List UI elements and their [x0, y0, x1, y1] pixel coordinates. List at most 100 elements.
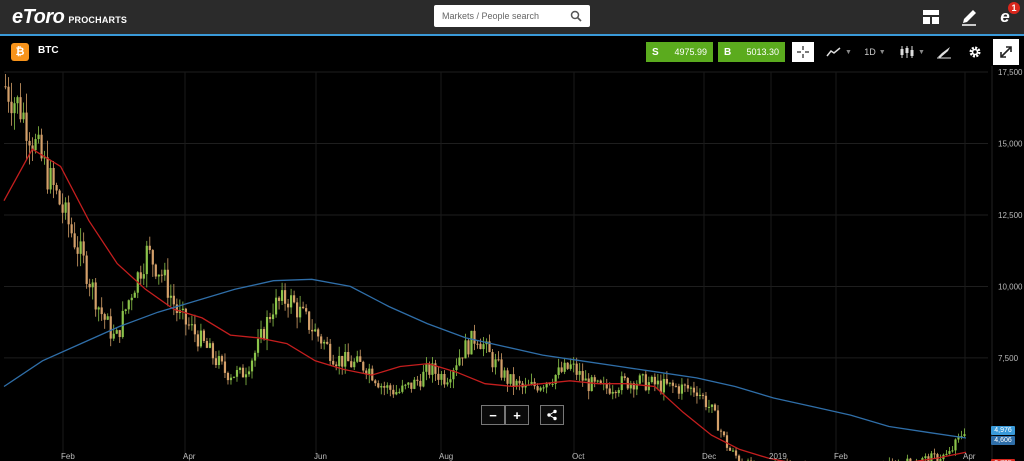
candle-body — [725, 435, 729, 448]
interval-label: 1D — [864, 47, 876, 57]
candle-body — [440, 374, 443, 380]
zoom-in-button[interactable]: + — [505, 405, 529, 425]
moving-averages — [3, 148, 967, 461]
y-axis: 17,500 15,000 12,500 10,000 7,500 — [991, 66, 1023, 461]
candle-body — [479, 343, 482, 350]
x-tick-label: Feb — [61, 452, 75, 461]
search-box[interactable]: Markets / People search — [434, 5, 590, 27]
share-button[interactable] — [540, 405, 564, 425]
gear-icon[interactable] — [964, 42, 986, 62]
pencil-icon[interactable] — [956, 4, 982, 30]
candle-body — [49, 167, 52, 190]
candle-body — [85, 255, 88, 284]
candle-body — [280, 290, 284, 301]
candle-body — [359, 356, 362, 362]
candle-body — [482, 344, 485, 350]
candle-body — [305, 308, 308, 312]
candle-body — [223, 361, 227, 373]
candle-body — [142, 274, 145, 279]
candle-body — [344, 352, 347, 367]
candle-body — [196, 334, 200, 347]
candle-body — [963, 434, 966, 436]
candle-body — [689, 387, 693, 389]
candle-body — [512, 374, 515, 387]
candle-body — [449, 379, 452, 383]
candle-body — [124, 309, 127, 311]
candle-body — [422, 371, 425, 387]
candle-body — [560, 367, 563, 372]
candle-body — [458, 357, 461, 366]
candle-body — [181, 308, 184, 310]
chart-toolbar: ₿ BTC S 4975.99 B 5013.30 ▼ 1D ▼ ▼ — [0, 36, 1024, 66]
candle-body — [31, 145, 34, 151]
candle-body — [289, 295, 293, 308]
candle-body — [611, 391, 614, 394]
candle-body — [572, 363, 575, 365]
candle-body — [662, 378, 665, 393]
notifications-icon[interactable]: e 1 — [992, 2, 1020, 30]
top-header: eToro PROCHARTS Markets / People search … — [0, 0, 1024, 34]
candle-body — [608, 388, 611, 394]
etoro-logo[interactable]: eToro PROCHARTS — [12, 6, 127, 29]
candle-body — [317, 329, 320, 337]
share-controls — [540, 405, 564, 425]
candle-body — [121, 310, 124, 338]
candle-body — [296, 302, 299, 318]
candle-body — [623, 376, 626, 379]
candle-body — [16, 97, 19, 104]
sell-button[interactable]: S 4975.99 — [646, 42, 713, 62]
buy-label: B — [724, 46, 732, 58]
candle-body — [70, 224, 73, 234]
price-chart[interactable]: 17,500 15,000 12,500 10,000 7,500 Feb Apr Jun A… — [0, 66, 1024, 461]
candle-body — [265, 317, 269, 340]
buy-button[interactable]: B 5013.30 — [718, 42, 785, 62]
candle-body — [945, 453, 948, 455]
candle-body — [232, 376, 236, 378]
fullscreen-icon[interactable] — [993, 39, 1019, 65]
candle-body — [91, 282, 94, 288]
drawing-tools-icon[interactable] — [933, 42, 955, 62]
bitcoin-icon: ₿ — [11, 43, 29, 61]
candle-body — [524, 384, 527, 388]
candle-body — [106, 316, 109, 320]
candle-body — [587, 378, 590, 392]
candle-body — [728, 447, 732, 451]
candle-body — [557, 367, 560, 375]
candle-body — [395, 392, 398, 395]
candle-body — [455, 365, 458, 370]
candle-body — [283, 290, 287, 304]
candle-body — [656, 380, 659, 385]
crosshair-icon[interactable] — [792, 42, 814, 62]
candle-body — [599, 380, 602, 384]
candle-body — [109, 316, 112, 339]
candlestick-icon — [900, 46, 914, 58]
candle-body — [641, 374, 644, 376]
moving-average-blue — [3, 278, 967, 439]
search-input[interactable]: Markets / People search — [442, 11, 540, 21]
chevron-down-icon: ▼ — [918, 48, 925, 56]
candle-body — [356, 356, 359, 362]
candle-body — [419, 380, 422, 387]
candle-body — [392, 389, 395, 395]
chart-type-dropdown[interactable]: ▼ — [897, 42, 927, 62]
candle-body — [443, 374, 446, 385]
layout-icon[interactable] — [918, 4, 944, 30]
search-icon[interactable] — [570, 10, 582, 22]
candle-body — [683, 384, 687, 386]
interval-dropdown[interactable]: 1D ▼ — [861, 42, 889, 62]
candle-body — [329, 343, 332, 361]
candle-body — [25, 112, 28, 141]
sell-price: 4975.99 — [674, 47, 707, 57]
indicators-dropdown[interactable]: ▼ — [823, 42, 855, 62]
candle-body — [692, 387, 696, 393]
candle-body — [701, 394, 705, 396]
candle-body — [428, 364, 431, 375]
candle-body — [256, 338, 260, 353]
candle-body — [235, 369, 239, 377]
candle-body — [939, 459, 942, 461]
y-tick-label: 7,500 — [998, 354, 1019, 363]
candle-body — [199, 330, 203, 347]
zoom-out-button[interactable]: − — [481, 405, 505, 425]
candle-body — [64, 202, 67, 213]
candle-body — [545, 382, 548, 388]
